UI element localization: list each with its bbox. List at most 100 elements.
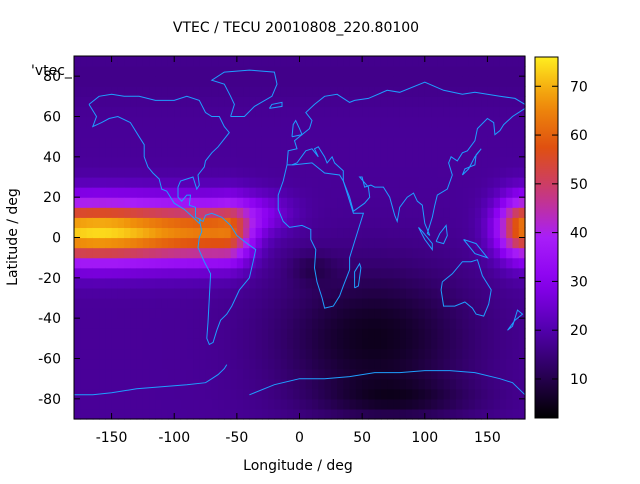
heatmap-cell	[280, 338, 288, 350]
heatmap-cell	[149, 126, 157, 138]
heatmap-cell	[218, 146, 225, 158]
heatmap-cell	[174, 318, 182, 329]
heatmap-cell	[268, 267, 276, 279]
heatmap-cell	[512, 338, 520, 350]
heatmap-cell	[374, 217, 382, 229]
heatmap-cell	[506, 187, 514, 198]
heatmap-cell	[211, 298, 219, 309]
heatmap-cell	[499, 116, 507, 128]
heatmap-cell	[161, 166, 169, 178]
heatmap-cell	[224, 378, 232, 390]
heatmap-cell	[412, 408, 420, 420]
heatmap-cell	[167, 308, 175, 319]
heatmap-cell	[380, 187, 388, 198]
heatmap-cell	[105, 308, 113, 319]
heatmap-cell	[512, 298, 520, 309]
heatmap-cell	[155, 227, 163, 239]
heatmap-cell	[393, 368, 401, 380]
heatmap-cell	[418, 277, 426, 289]
heatmap-cell	[456, 328, 463, 339]
heatmap-cell	[468, 358, 476, 370]
heatmap-cell	[117, 96, 125, 108]
heatmap-cell	[393, 338, 401, 350]
heatmap-cell	[92, 267, 100, 279]
heatmap-cell	[186, 328, 194, 339]
heatmap-cell	[506, 267, 514, 279]
heatmap-cell	[105, 156, 113, 168]
heatmap-cell	[280, 197, 288, 208]
heatmap-cell	[443, 166, 451, 178]
heatmap-cell	[512, 267, 520, 279]
heatmap-cell	[405, 136, 413, 148]
heatmap-cell	[324, 227, 332, 239]
heatmap-cell	[468, 197, 476, 208]
heatmap-cell	[230, 298, 238, 309]
heatmap-cell	[337, 298, 344, 309]
heatmap-cell	[280, 348, 288, 360]
heatmap-cell	[155, 237, 163, 249]
heatmap-cell	[399, 257, 407, 269]
heatmap-cell	[205, 287, 213, 299]
heatmap-cell	[481, 298, 489, 309]
heatmap-cell	[462, 136, 470, 148]
heatmap-cell	[80, 96, 88, 108]
heatmap-cell	[255, 368, 263, 380]
heatmap-cell	[111, 217, 119, 229]
heatmap-cell	[362, 227, 369, 239]
heatmap-cell	[136, 207, 144, 218]
heatmap-cell	[405, 56, 413, 67]
heatmap-cell	[92, 277, 100, 289]
heatmap-cell	[474, 177, 482, 188]
heatmap-cell	[161, 136, 169, 148]
heatmap-cell	[149, 287, 157, 299]
heatmap-cell	[493, 227, 501, 239]
heatmap-cell	[199, 126, 207, 138]
heatmap-cell	[111, 136, 119, 148]
heatmap-cell	[243, 156, 250, 168]
heatmap-cell	[506, 388, 514, 400]
heatmap-cell	[374, 388, 382, 400]
heatmap-cell	[218, 267, 225, 279]
heatmap-cell	[124, 116, 131, 128]
heatmap-cell	[136, 388, 144, 400]
heatmap-cell	[399, 328, 407, 339]
heatmap-cell	[180, 156, 188, 168]
heatmap-cell	[224, 106, 232, 118]
heatmap-cell	[412, 318, 420, 329]
heatmap-cell	[161, 408, 169, 420]
heatmap-cell	[468, 287, 476, 299]
heatmap-cell	[293, 358, 301, 370]
heatmap-cell	[337, 328, 344, 339]
heatmap-cell	[437, 267, 445, 279]
heatmap-cell	[99, 328, 106, 339]
heatmap-cell	[236, 318, 244, 329]
coastline	[354, 262, 362, 289]
heatmap-cell	[368, 116, 376, 128]
heatmap-cell	[74, 166, 81, 178]
heatmap-cell	[280, 277, 288, 289]
heatmap-cell	[136, 348, 144, 360]
heatmap-cell	[142, 126, 150, 138]
heatmap-cell	[512, 398, 520, 410]
heatmap-cell	[374, 368, 382, 380]
heatmap-cell	[111, 348, 119, 360]
heatmap-cell	[387, 358, 395, 370]
heatmap-cell	[293, 166, 301, 178]
heatmap-cell	[205, 408, 213, 420]
heatmap-cell	[293, 76, 301, 87]
heatmap-cell	[362, 187, 369, 198]
heatmap-cell	[80, 66, 88, 77]
heatmap-cell	[443, 187, 451, 198]
heatmap-cell	[481, 56, 489, 67]
heatmap-cell	[437, 388, 445, 400]
heatmap-cell	[230, 348, 238, 360]
heatmap-cell	[512, 126, 520, 138]
heatmap-cell	[405, 146, 413, 158]
heatmap-cell	[180, 257, 188, 269]
heatmap-cell	[236, 408, 244, 420]
heatmap-cell	[437, 247, 445, 259]
y-tick-label: -80	[38, 392, 61, 408]
heatmap-cell	[368, 368, 376, 380]
heatmap-cell	[167, 277, 175, 289]
heatmap-cell	[80, 298, 88, 309]
